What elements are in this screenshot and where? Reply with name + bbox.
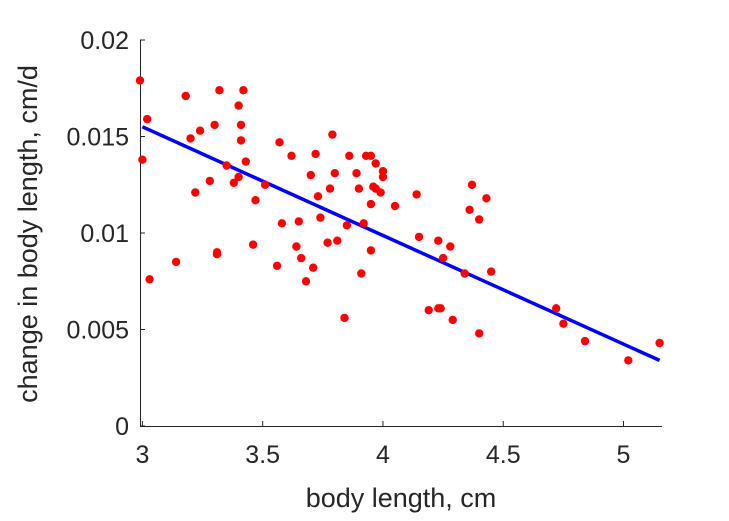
data-point bbox=[239, 86, 248, 95]
data-point bbox=[390, 201, 400, 211]
data-point bbox=[465, 205, 474, 214]
y-ticks: 0 0.005 0.01 0.015 0.02 bbox=[66, 27, 145, 441]
data-point bbox=[552, 304, 561, 313]
data-point bbox=[297, 253, 306, 263]
data-point bbox=[655, 338, 664, 348]
data-point bbox=[333, 236, 342, 245]
data-point bbox=[371, 159, 380, 168]
data-point bbox=[236, 136, 246, 145]
data-point bbox=[241, 157, 250, 166]
data-point bbox=[342, 221, 352, 230]
data-point bbox=[482, 194, 491, 203]
data-point bbox=[359, 219, 368, 228]
data-points bbox=[135, 76, 664, 365]
data-point bbox=[414, 232, 424, 242]
data-point bbox=[345, 151, 354, 160]
data-point bbox=[143, 114, 152, 124]
data-point bbox=[222, 161, 231, 170]
data-point bbox=[446, 242, 455, 251]
data-point bbox=[475, 215, 484, 224]
data-point bbox=[354, 184, 364, 193]
data-point bbox=[272, 261, 282, 270]
data-point bbox=[171, 257, 181, 267]
data-point bbox=[323, 238, 332, 247]
data-point bbox=[438, 253, 448, 263]
data-point bbox=[248, 240, 258, 249]
data-point bbox=[191, 188, 200, 197]
data-point bbox=[366, 151, 376, 160]
x-tick-label: 4 bbox=[376, 441, 390, 469]
data-point bbox=[292, 242, 301, 251]
data-point bbox=[236, 120, 246, 130]
y-tick-label: 0 bbox=[115, 413, 129, 441]
data-point bbox=[434, 236, 443, 245]
data-point bbox=[186, 134, 195, 143]
data-point bbox=[301, 277, 311, 286]
data-point bbox=[294, 217, 303, 226]
data-point bbox=[309, 263, 318, 272]
data-point bbox=[260, 180, 270, 189]
data-point bbox=[229, 178, 238, 187]
data-point bbox=[313, 192, 323, 201]
data-point bbox=[210, 120, 219, 130]
y-tick-label: 0.02 bbox=[80, 27, 129, 55]
y-tick-label: 0.015 bbox=[66, 124, 129, 152]
data-point bbox=[448, 315, 457, 325]
data-point bbox=[205, 176, 214, 186]
data-point bbox=[378, 172, 388, 182]
data-point bbox=[311, 149, 320, 159]
x-tick-label: 3 bbox=[135, 441, 149, 469]
data-point bbox=[181, 91, 190, 101]
data-point bbox=[340, 313, 349, 323]
data-point bbox=[487, 267, 496, 276]
data-point bbox=[234, 172, 243, 182]
y-tick-label: 0.005 bbox=[66, 317, 129, 345]
data-point bbox=[424, 306, 433, 315]
data-point bbox=[325, 184, 335, 193]
data-point bbox=[624, 356, 633, 365]
y-axis-label: change in body length, cm/d bbox=[13, 65, 43, 403]
data-point bbox=[378, 167, 388, 176]
data-point bbox=[138, 155, 147, 164]
x-tick-label: 4.5 bbox=[486, 441, 521, 469]
data-point bbox=[328, 130, 337, 139]
fit-lines bbox=[141, 125, 661, 362]
data-point bbox=[287, 151, 296, 160]
data-point bbox=[580, 336, 590, 346]
data-point bbox=[251, 196, 260, 205]
data-point bbox=[212, 250, 222, 259]
data-point bbox=[195, 126, 205, 135]
x-tick-label: 3.5 bbox=[245, 441, 280, 469]
data-point bbox=[352, 169, 361, 178]
x-axis-label: body length, cm bbox=[306, 483, 497, 513]
x-ticks: 3 3.5 4 4.5 5 bbox=[135, 421, 630, 469]
data-point bbox=[376, 188, 385, 197]
data-point bbox=[145, 275, 154, 284]
data-point bbox=[316, 213, 325, 222]
data-point bbox=[366, 199, 376, 209]
data-point bbox=[215, 86, 224, 95]
data-point bbox=[366, 246, 376, 255]
data-point bbox=[234, 101, 243, 110]
data-point bbox=[306, 170, 315, 180]
data-point bbox=[436, 304, 445, 313]
data-point bbox=[475, 329, 484, 338]
data-point bbox=[467, 180, 477, 189]
data-point bbox=[277, 219, 287, 228]
data-point bbox=[330, 169, 339, 178]
data-point bbox=[275, 138, 284, 147]
x-tick-label: 5 bbox=[617, 441, 631, 469]
data-point bbox=[460, 269, 469, 278]
fit-line bbox=[141, 125, 661, 362]
plot-area: 3 3.5 4 4.5 5 0 0.005 0.01 0.015 0.02 bbox=[66, 27, 664, 469]
y-tick-label: 0.01 bbox=[80, 220, 129, 248]
data-point bbox=[135, 76, 145, 85]
data-point bbox=[357, 269, 366, 278]
data-point bbox=[559, 319, 568, 328]
data-point bbox=[412, 190, 421, 199]
